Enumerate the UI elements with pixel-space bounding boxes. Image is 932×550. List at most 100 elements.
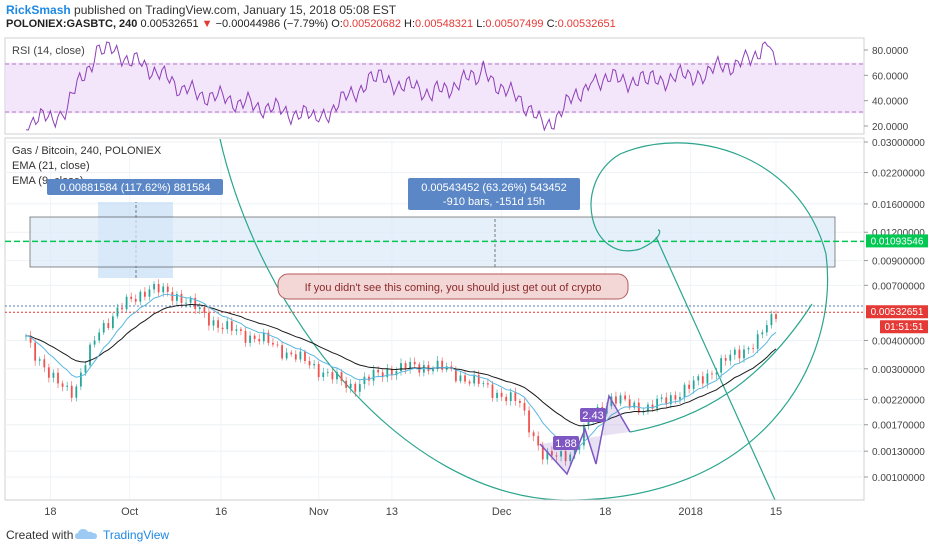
time-axis[interactable]: 18 Oct 16 Nov 13 Dec 18 2018 15 xyxy=(5,499,864,518)
footer: Created with TradingView xyxy=(0,518,932,550)
candle-body xyxy=(253,335,256,340)
spiral-drawing[interactable] xyxy=(590,142,827,255)
candle-body xyxy=(358,384,361,392)
measure-label-1-bg xyxy=(47,179,223,195)
price-tick-label: 0.00300000 xyxy=(872,365,925,376)
candle-body xyxy=(523,402,526,411)
candle-body xyxy=(697,376,700,381)
candle-body xyxy=(688,384,691,389)
author-name[interactable]: RickSmash xyxy=(6,3,71,17)
candle-body xyxy=(701,376,704,384)
candle-body xyxy=(587,420,590,426)
high-label: H: xyxy=(404,18,416,30)
publish-line: RickSmash published on TradingView.com, … xyxy=(6,3,396,17)
candle-body xyxy=(729,354,732,361)
candle-body xyxy=(144,291,146,297)
time-tick-label: 18 xyxy=(44,506,56,518)
rsi-line xyxy=(25,41,777,132)
candle-body xyxy=(308,361,311,366)
candle-body xyxy=(496,392,498,398)
change-arrow-icon: ▼ xyxy=(201,18,213,30)
candle-body xyxy=(738,349,741,359)
candle-body xyxy=(249,335,251,343)
candle-body xyxy=(569,454,572,462)
candle-body xyxy=(176,294,178,301)
candle-body xyxy=(409,361,412,370)
tradingview-brand[interactable]: TradingView xyxy=(103,528,170,542)
candle-body xyxy=(706,373,709,384)
candle-body xyxy=(290,352,293,355)
chart-area[interactable]: RSI (14, close) 80.0000 60.0000 40.0000 20.… xyxy=(0,34,932,518)
candle-body xyxy=(775,314,777,319)
candle-body xyxy=(148,289,151,297)
rsi-tick-label: 20.0000 xyxy=(872,122,909,133)
candle-body xyxy=(765,325,768,333)
trend-line-drawing[interactable] xyxy=(655,236,776,501)
rsi-pane: RSI (14, close) 80.0000 60.0000 40.0000 20.… xyxy=(4,37,909,135)
price-tick-label: 0.00100000 xyxy=(872,473,925,484)
candle-body xyxy=(464,375,466,382)
created-with-text: Created with xyxy=(6,528,74,542)
price-tick-label: 0.00170000 xyxy=(872,421,925,432)
time-tick-label: Dec xyxy=(492,506,512,518)
candle-body xyxy=(162,286,165,293)
candle-body xyxy=(651,404,654,409)
candle-body xyxy=(93,340,96,345)
candle-body xyxy=(272,342,274,345)
ema-21-line xyxy=(25,303,777,427)
time-tick-label: Nov xyxy=(309,506,329,518)
price-tick-label: 0.00700000 xyxy=(872,281,925,292)
candle-body xyxy=(633,402,636,408)
candle-body xyxy=(75,386,78,398)
candle-body xyxy=(98,332,101,341)
price-axis[interactable]: 0.03000000 0.02200000 0.01600000 0.01200000… xyxy=(864,138,925,484)
candle-body xyxy=(349,383,352,388)
candle-body xyxy=(84,365,87,373)
candle-body xyxy=(313,363,316,366)
candle-body xyxy=(390,368,393,376)
price-pane: 1.88 2.43 Gas / Bitcoin, 240, POLONIEX E… xyxy=(4,137,928,501)
candle-body xyxy=(679,397,681,400)
candle-body xyxy=(322,372,325,378)
tradingview-cloud-icon xyxy=(75,529,97,539)
candle-body xyxy=(235,329,238,331)
open-label: O: xyxy=(331,18,343,30)
ema-9-line xyxy=(25,293,777,448)
candle-body xyxy=(221,327,224,330)
candle-body xyxy=(66,385,69,387)
candle-body xyxy=(669,395,672,405)
candle-body xyxy=(29,335,32,343)
candle-body xyxy=(267,332,270,343)
candle-body xyxy=(752,348,755,349)
candle-body xyxy=(212,320,215,326)
candle-body xyxy=(711,373,713,375)
candle-body xyxy=(386,368,389,378)
price-tick-label: 0.00130000 xyxy=(872,447,925,458)
price-tick-label: 0.00220000 xyxy=(872,395,925,406)
candle-body xyxy=(139,291,142,302)
price-tick-label: 0.03000000 xyxy=(872,138,925,149)
candle-body xyxy=(299,351,302,360)
inner-arc-drawing[interactable] xyxy=(629,303,813,433)
harmonic-pattern-drawing[interactable] xyxy=(539,393,631,476)
candle-body xyxy=(166,286,169,292)
candle-body xyxy=(57,372,59,384)
candle-body xyxy=(326,372,329,373)
callout-box[interactable] xyxy=(277,273,629,300)
close-label: C: xyxy=(546,18,558,30)
rsi-tick-label: 60.0000 xyxy=(872,71,909,82)
candle-body xyxy=(194,297,197,310)
symbol-label: POLONIEX:GASBTC, 240 xyxy=(6,18,138,30)
candle-body xyxy=(519,400,521,403)
label-2-43: 2.43 xyxy=(582,410,603,422)
candle-body xyxy=(185,302,187,304)
candle-body xyxy=(43,359,46,368)
candle-body xyxy=(532,432,535,437)
candle-body xyxy=(70,385,73,398)
candle-body xyxy=(541,445,544,460)
candle-body xyxy=(130,296,133,299)
rsi-tick-label: 80.0000 xyxy=(872,46,909,57)
open-value: 0.00520682 xyxy=(342,18,401,30)
candle-body xyxy=(733,349,736,355)
candle-body xyxy=(573,449,576,455)
